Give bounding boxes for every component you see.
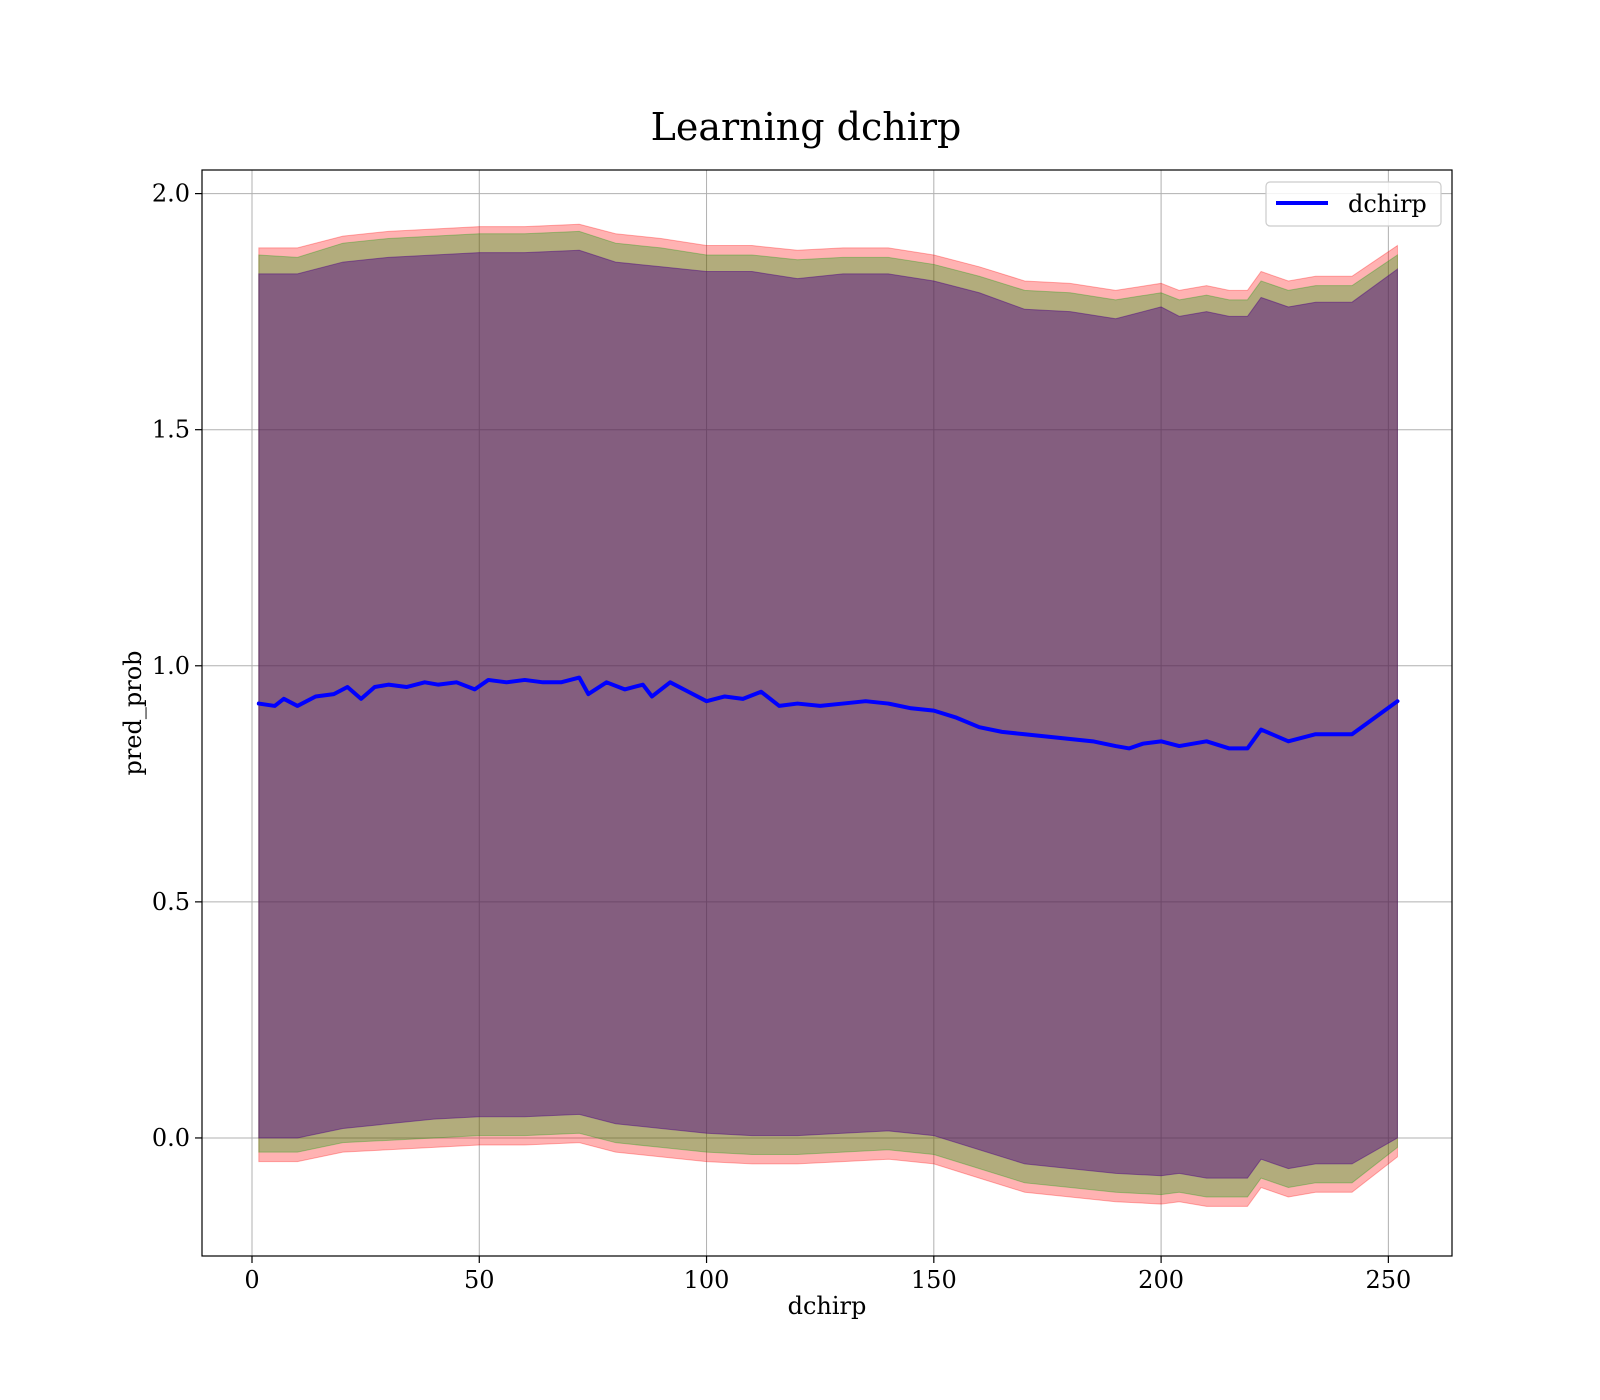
x-tick-label: 250 [1365, 1266, 1411, 1294]
legend-label: dchirp [1348, 190, 1427, 218]
legend-box [1265, 181, 1442, 227]
plot-frame [201, 169, 1453, 1257]
x-tick-label: 150 [911, 1266, 957, 1294]
confidence-band [258, 230, 1398, 1198]
y-tick-label: 1.0 [152, 652, 190, 680]
confidence-band [258, 223, 1398, 1207]
series-lines [256, 675, 1400, 751]
y-axis-ticks: 0.0 0.5 1.0 1.5 2.0 [152, 180, 202, 1152]
confidence-band [258, 249, 1398, 1179]
y-tick-label: 0.0 [152, 1124, 190, 1152]
legend: dchirp [1265, 181, 1442, 227]
x-tick-label: 50 [464, 1266, 495, 1294]
x-axis-label: dchirp [788, 1292, 867, 1320]
series-line [256, 675, 1400, 751]
x-tick-label: 0 [244, 1266, 259, 1294]
x-tick-label: 200 [1138, 1266, 1184, 1294]
x-axis-ticks: 0 50 100 150 200 250 [244, 1256, 1411, 1294]
y-axis-label: pred_prob [119, 650, 147, 775]
y-tick-label: 0.5 [152, 888, 190, 916]
grid [202, 170, 1452, 1256]
y-tick-label: 2.0 [152, 180, 190, 208]
x-tick-label: 100 [684, 1266, 730, 1294]
chart-title: Learning dchirp [651, 105, 962, 149]
y-tick-label: 1.5 [152, 416, 190, 444]
confidence-bands [258, 223, 1398, 1207]
